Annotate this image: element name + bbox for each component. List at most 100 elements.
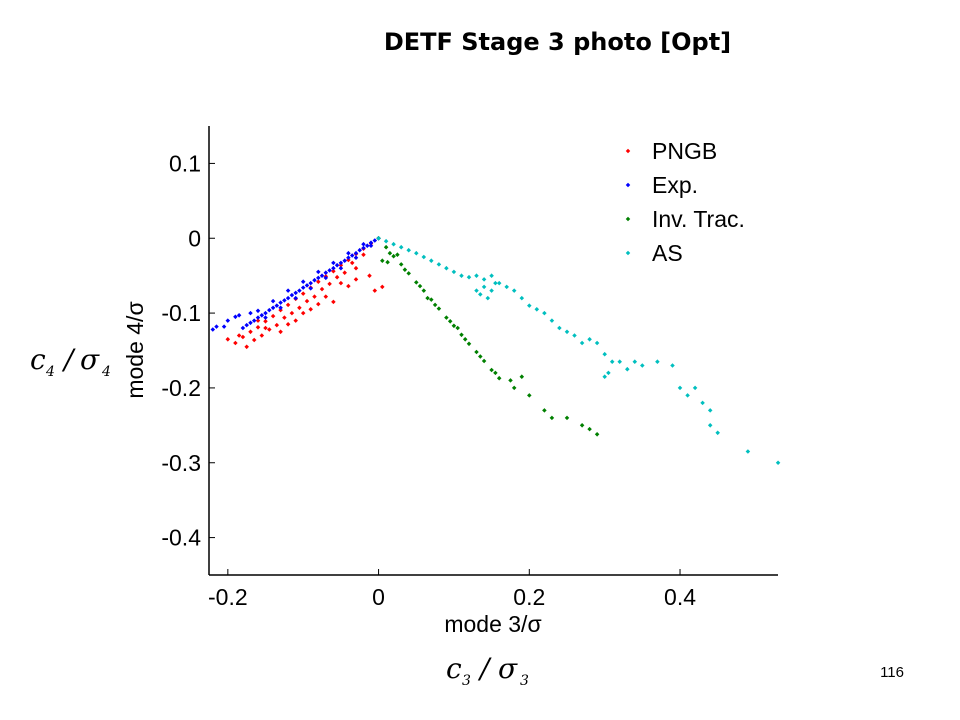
y-ticks: 0.1 0 -0.1 -0.2 -0.3 -0.4 [161, 150, 215, 551]
data-point [282, 298, 287, 303]
data-point [334, 262, 340, 268]
data-point [248, 320, 253, 326]
data-point [489, 273, 494, 278]
legend-label: AS [652, 240, 683, 266]
page-number: 116 [880, 664, 904, 681]
data-point [316, 269, 321, 275]
data-point [429, 297, 434, 302]
data-point [285, 302, 291, 308]
data-point [323, 294, 329, 299]
data-point [244, 322, 249, 328]
data-point [625, 366, 630, 372]
data-point [707, 423, 713, 428]
data-point [233, 340, 238, 346]
data-point [334, 274, 340, 280]
data-point [361, 241, 366, 247]
data-point [331, 265, 336, 271]
data-point [285, 322, 291, 327]
data-point [692, 385, 698, 391]
data-point [481, 277, 487, 282]
data-point [338, 262, 344, 268]
data-point [508, 378, 513, 383]
y-tick-label: -0.2 [161, 375, 201, 401]
data-point [346, 250, 351, 256]
data-point [380, 284, 385, 290]
data-point [293, 318, 298, 323]
data-point [451, 323, 457, 329]
data-point [346, 283, 351, 289]
data-point [210, 327, 216, 332]
data-point [587, 337, 592, 342]
data-point [609, 359, 615, 364]
data-point [304, 298, 310, 304]
data-point [707, 408, 713, 413]
data-point [285, 288, 291, 293]
data-point [632, 359, 638, 364]
data-point [316, 275, 321, 281]
data-point [429, 258, 434, 263]
legend-marker [625, 148, 631, 154]
data-point [527, 393, 532, 398]
data-point [346, 255, 351, 260]
data-point [511, 288, 517, 293]
data-point [240, 334, 246, 340]
data-point [372, 288, 378, 293]
data-point [455, 325, 460, 331]
data-point [255, 315, 261, 320]
data-point [323, 275, 329, 281]
data-point [251, 318, 257, 323]
legend-label: Inv. Trac. [652, 206, 745, 232]
math-x-label: c 3 / σ 3 [446, 652, 529, 689]
data-point [391, 253, 396, 259]
data-point [316, 301, 321, 307]
data-point [368, 243, 374, 248]
data-point [300, 279, 306, 284]
data-point [398, 244, 404, 250]
data-point [300, 291, 306, 296]
data-point [481, 284, 487, 290]
data-point [353, 250, 359, 256]
data-point [248, 310, 253, 316]
data-point [417, 283, 423, 289]
data-point [361, 252, 366, 257]
data-point [493, 370, 498, 376]
data-point [319, 273, 325, 278]
data-point [421, 288, 427, 293]
data-point [289, 292, 295, 298]
y-tick-label: 0 [188, 225, 201, 251]
data-point [293, 290, 298, 296]
legend-marker [625, 250, 631, 256]
x-tick-label: 0 [372, 584, 385, 610]
data-point [395, 252, 400, 257]
data-point [368, 240, 374, 245]
x-tick-label: 0.2 [513, 584, 545, 610]
data-point [459, 273, 464, 278]
data-point [406, 271, 411, 276]
data-point [527, 303, 532, 308]
data-point [542, 310, 547, 316]
data-point [451, 269, 457, 275]
data-point [278, 329, 283, 335]
data-point [282, 315, 287, 320]
data-point [323, 270, 329, 275]
data-point [221, 324, 227, 329]
math-x-slash: / [477, 652, 492, 685]
data-point [436, 262, 442, 267]
data-point [436, 306, 442, 311]
data-point [270, 305, 276, 311]
data-point [398, 262, 404, 267]
data-point [462, 337, 468, 342]
data-point [236, 333, 242, 338]
data-point [263, 319, 268, 324]
data-point [289, 310, 295, 316]
y-axis-label: mode 4/σ [122, 301, 148, 398]
data-point [285, 295, 291, 301]
data-point [489, 367, 494, 373]
slide-title: DETF Stage 3 photo [Opt] [383, 28, 732, 56]
data-point [391, 241, 396, 247]
data-point [342, 270, 347, 275]
data-point [263, 325, 268, 331]
axes [208, 126, 778, 576]
data-point [365, 243, 370, 248]
